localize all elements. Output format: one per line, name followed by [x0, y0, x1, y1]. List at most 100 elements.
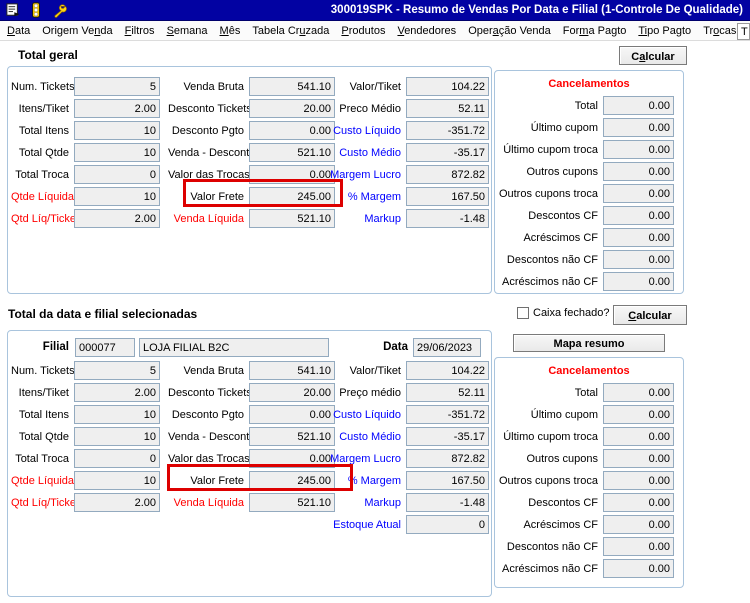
menu-item[interactable]: Data	[1, 22, 36, 40]
field-value-box[interactable]: 0.00	[603, 140, 674, 159]
field-value-box[interactable]: 0.00	[603, 206, 674, 225]
menu-item[interactable]: Forma Pagto	[557, 22, 633, 40]
field-value-box[interactable]: 872.82	[406, 165, 489, 184]
field-value-box[interactable]: 20.00	[249, 99, 335, 118]
field-value-box[interactable]: 52.11	[406, 99, 489, 118]
field-value-box[interactable]: 167.50	[406, 187, 489, 206]
data-filial-col2: Venda Bruta 541.10 Desconto Tickets 20.0…	[168, 361, 335, 515]
field-value-box[interactable]: 541.10	[249, 77, 335, 96]
menu-item-accel: Ti	[638, 24, 648, 37]
menu-item[interactable]: Operação Venda	[462, 22, 557, 40]
wrench-icon[interactable]	[52, 3, 67, 18]
field-value-box[interactable]: 0	[74, 165, 160, 184]
data-field[interactable]: 29/06/2023	[413, 337, 481, 357]
field-value-box[interactable]: 0.00	[603, 427, 674, 446]
field-row: Total 0.00	[498, 383, 683, 402]
field-value-box[interactable]: 5	[74, 361, 160, 380]
field-value-box[interactable]: 0.00	[603, 493, 674, 512]
title-bar: 300019SPK - Resumo de Vendas Por Data e …	[0, 0, 750, 21]
field-value-box[interactable]: 104.22	[406, 361, 489, 380]
field-value-box[interactable]: 0.00	[603, 515, 674, 534]
field-value-box[interactable]: 0.00	[603, 272, 674, 291]
calcular-button-total-geral[interactable]: Calcular	[619, 46, 687, 65]
menu-item[interactable]: Tipo Pagto	[632, 22, 697, 40]
field-label: Outros cupons	[526, 165, 598, 178]
field-value-box[interactable]: 20.00	[249, 383, 335, 402]
field-value-box[interactable]: 2.00	[74, 383, 160, 402]
menu-item-overflow[interactable]: T	[737, 23, 750, 40]
field-value-box[interactable]: 0.00	[603, 96, 674, 115]
field-value-box[interactable]: 5	[74, 77, 160, 96]
menu-item[interactable]: Tabela Cruzada	[246, 22, 335, 40]
caixa-fechado-checkbox[interactable]	[517, 307, 529, 319]
field-value-box[interactable]: 0.00	[603, 383, 674, 402]
field-value-box[interactable]: 521.10	[249, 427, 335, 446]
menu-item[interactable]: Produtos	[335, 22, 391, 40]
field-value-box[interactable]: 10	[74, 143, 160, 162]
menu-item[interactable]: Mês	[214, 22, 247, 40]
menu-item-text: Oper	[468, 24, 493, 37]
field-value-box[interactable]: 521.10	[249, 493, 335, 512]
field-row: Descontos CF 0.00	[498, 206, 683, 225]
field-value-box[interactable]: 0.00	[603, 405, 674, 424]
field-value-box[interactable]: 167.50	[406, 471, 489, 490]
field-value-box[interactable]: -351.72	[406, 405, 489, 424]
field-value-box[interactable]: 0.00	[603, 118, 674, 137]
field-label: Total Itens	[18, 124, 69, 137]
field-value-box[interactable]: 0.00	[249, 121, 335, 140]
menu-item[interactable]: Semana	[161, 22, 214, 40]
field-value-box[interactable]: 0.00	[603, 184, 674, 203]
field-label: Markup	[364, 496, 401, 509]
field-label: % Margem	[347, 190, 401, 203]
field-value-box[interactable]: 0	[74, 449, 160, 468]
field-value-box[interactable]: 0.00	[603, 471, 674, 490]
menu-item[interactable]: Trocas	[697, 22, 742, 40]
menu-item[interactable]: Vendedores	[391, 22, 462, 40]
field-value-box[interactable]: 2.00	[74, 209, 160, 228]
field-value-box[interactable]: -35.17	[406, 427, 489, 446]
field-value-box[interactable]: -1.48	[406, 493, 489, 512]
field-value-box[interactable]: 0.00	[603, 449, 674, 468]
field-value-box[interactable]: 0.00	[603, 559, 674, 578]
field-value-box[interactable]: 521.10	[249, 209, 335, 228]
field-value-box[interactable]: 0.00	[249, 405, 335, 424]
field-value-box[interactable]: 0.00	[603, 162, 674, 181]
field-value-box[interactable]: -35.17	[406, 143, 489, 162]
button-label-part: lcular	[645, 50, 675, 63]
form-report-icon[interactable]	[6, 3, 20, 17]
menu-item-text: po Pagto	[647, 24, 692, 37]
menu-item[interactable]: Origem Venda	[36, 22, 118, 40]
data-filial-col3: Valor/Tiket 104.22 Preço médio 52.11 Cus…	[323, 361, 489, 537]
field-value-box[interactable]: 0.00	[249, 449, 335, 468]
field-value-box[interactable]: 541.10	[249, 361, 335, 380]
filial-code-field[interactable]: 000077	[75, 337, 135, 357]
field-value-box[interactable]: 2.00	[74, 493, 160, 512]
field-row: Total Qtde 10	[11, 427, 160, 446]
filial-name-field[interactable]: LOJA FILIAL B2C	[139, 337, 329, 357]
field-value-box[interactable]: -351.72	[406, 121, 489, 140]
field-value-box[interactable]: 2.00	[74, 99, 160, 118]
field-value-box[interactable]: 521.10	[249, 143, 335, 162]
field-value-box[interactable]: -1.48	[406, 209, 489, 228]
field-value-box[interactable]: 872.82	[406, 449, 489, 468]
field-label: Último cupom	[530, 408, 598, 421]
field-value-box[interactable]: 52.11	[406, 383, 489, 402]
field-value-box[interactable]: 0.00	[603, 250, 674, 269]
field-value-box[interactable]: 0.00	[603, 228, 674, 247]
field-row: Valor das Trocas 0.00	[168, 165, 335, 184]
calcular-button-data-filial[interactable]: Calcular	[613, 305, 687, 325]
menu-item-text: ção Venda	[498, 24, 551, 37]
field-value-box[interactable]: 104.22	[406, 77, 489, 96]
menu-item[interactable]: Filtros	[119, 22, 161, 40]
field-label: Qtde Líquida	[11, 190, 74, 203]
field-value-box[interactable]: 0.00	[603, 537, 674, 556]
field-value-box[interactable]: 0	[406, 515, 489, 534]
field-value-box[interactable]: 10	[74, 187, 160, 206]
field-value-box[interactable]: 10	[74, 471, 160, 490]
field-value-box[interactable]: 10	[74, 121, 160, 140]
traffic-light-icon[interactable]	[29, 2, 43, 18]
field-value-box[interactable]: 10	[74, 427, 160, 446]
mapa-resumo-button[interactable]: Mapa resumo	[513, 334, 665, 352]
field-value-box[interactable]: 10	[74, 405, 160, 424]
field-row: Itens/Tiket 2.00	[11, 383, 160, 402]
